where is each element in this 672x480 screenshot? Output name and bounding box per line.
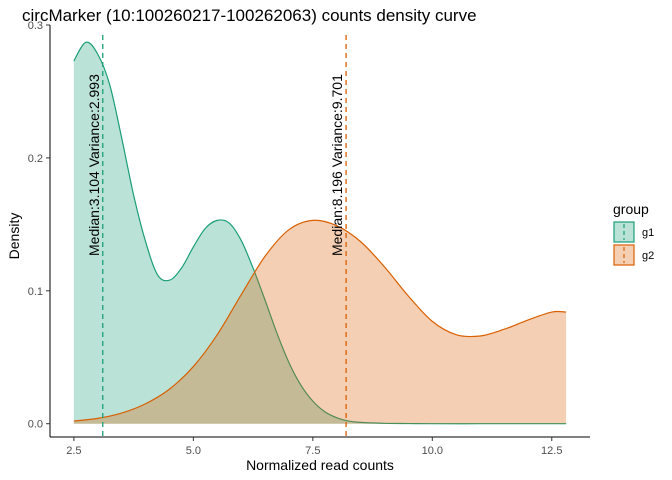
y-tick-label: 0.2 <box>28 153 43 165</box>
y-tick-label: 0.3 <box>28 20 43 32</box>
legend-label-g2: g2 <box>642 250 654 262</box>
plot-area: Median:3.104 Variance:2.993 Median:8.196 … <box>73 35 567 437</box>
x-tick-label: 2.5 <box>66 445 81 457</box>
x-tick-label: 12.5 <box>541 445 562 457</box>
chart-title: circMarker (10:100260217-100262063) coun… <box>22 6 477 25</box>
y-axis-title: Density <box>6 213 22 260</box>
x-axis-title: Normalized read counts <box>246 457 394 473</box>
density-line-g2 <box>73 219 567 422</box>
median-label-g1: Median:3.104 Variance:2.993 <box>86 74 102 256</box>
density-line-g1 <box>73 41 567 425</box>
median-label-g2: Median:8.196 Variance:9.701 <box>329 74 345 256</box>
density-area-g1 <box>73 42 567 424</box>
x-tick-label: 7.5 <box>305 445 320 457</box>
legend: group g1 g2 <box>613 201 654 266</box>
x-tick-label: 10.0 <box>422 445 443 457</box>
density-area-g2 <box>73 220 567 424</box>
y-tick-label: 0.0 <box>28 419 43 431</box>
legend-title: group <box>613 201 649 217</box>
legend-label-g1: g1 <box>642 227 654 239</box>
y-tick-label: 0.1 <box>28 286 43 298</box>
axes: 2.5 5.0 7.5 10.0 12.5 0.0 0.1 0.2 0.3 <box>28 20 590 457</box>
x-tick-label: 5.0 <box>186 445 201 457</box>
